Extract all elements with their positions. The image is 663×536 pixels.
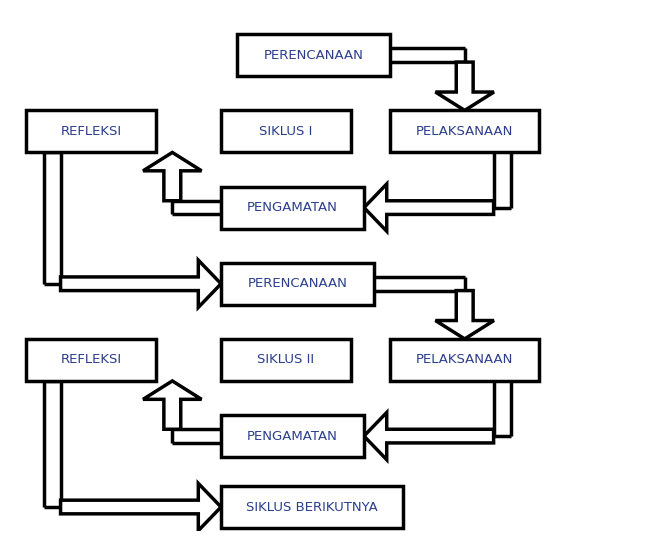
- FancyBboxPatch shape: [221, 486, 403, 528]
- Text: REFLEKSI: REFLEKSI: [60, 353, 121, 367]
- Text: SIKLUS II: SIKLUS II: [257, 353, 314, 367]
- Text: REFLEKSI: REFLEKSI: [60, 125, 121, 138]
- FancyBboxPatch shape: [221, 339, 351, 381]
- FancyBboxPatch shape: [26, 110, 156, 152]
- FancyBboxPatch shape: [390, 339, 540, 381]
- Polygon shape: [364, 184, 494, 231]
- Text: SIKLUS BERIKUTNYA: SIKLUS BERIKUTNYA: [246, 501, 378, 513]
- Polygon shape: [60, 260, 221, 308]
- Polygon shape: [143, 152, 202, 201]
- Text: PERENCANAAN: PERENCANAAN: [247, 277, 347, 291]
- Text: PERENCANAAN: PERENCANAAN: [264, 49, 363, 62]
- FancyBboxPatch shape: [221, 263, 374, 305]
- Text: PENGAMATAN: PENGAMATAN: [247, 201, 338, 214]
- FancyBboxPatch shape: [221, 110, 351, 152]
- Polygon shape: [143, 381, 202, 429]
- FancyBboxPatch shape: [221, 187, 364, 229]
- Polygon shape: [364, 413, 494, 460]
- Text: PENGAMATAN: PENGAMATAN: [247, 429, 338, 443]
- Text: PELAKSANAAN: PELAKSANAAN: [416, 125, 513, 138]
- Polygon shape: [60, 483, 221, 531]
- Text: SIKLUS I: SIKLUS I: [259, 125, 313, 138]
- Text: PELAKSANAAN: PELAKSANAAN: [416, 353, 513, 367]
- Polygon shape: [436, 62, 494, 110]
- FancyBboxPatch shape: [237, 34, 390, 76]
- FancyBboxPatch shape: [26, 339, 156, 381]
- Polygon shape: [436, 291, 494, 339]
- FancyBboxPatch shape: [390, 110, 540, 152]
- FancyBboxPatch shape: [221, 415, 364, 457]
